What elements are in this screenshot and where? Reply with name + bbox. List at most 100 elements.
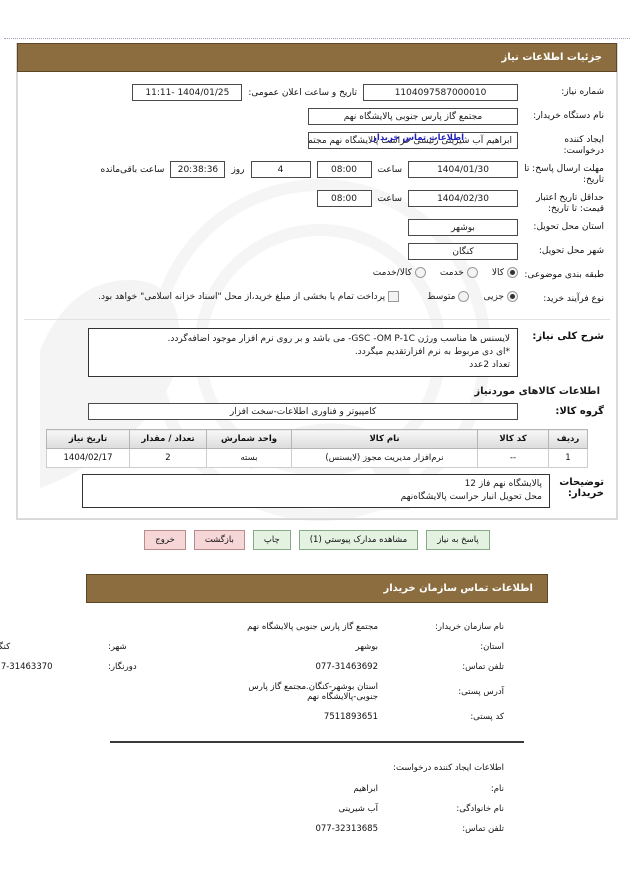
creator-phone-label: تلفن تماس: (462, 824, 504, 834)
deadline-hour: 08:00 (316, 161, 372, 178)
category-option-label: خدمت (439, 267, 464, 278)
row-description: شرح کلی نیاز: لایسنس ها مناسب ورژن GSC -… (24, 326, 610, 379)
contact-row-province-city: استان: بوشهر شهر: کنگان (0, 637, 634, 657)
notes-line-2: محل تحویل انبار حراست پالایشگاه‌نهم (400, 492, 542, 502)
need-number-value: 1104097587000010 (363, 84, 518, 101)
row-deadline: مهلت ارسال پاسخ: تا تاریخ: 1404/01/30 سا… (24, 159, 610, 188)
row-process-type: نوع فرآیند خرید: جزیی متوسط پرداخت تم (24, 289, 610, 313)
cell-goods-name: نرم‌افزار مدیریت مجوز (لایسنس) (291, 448, 478, 468)
goods-table: ردیف کد کالا نام کالا واحد شمارش تعداد /… (46, 429, 588, 468)
cell-need-date: 1404/02/17 (46, 448, 130, 468)
remaining-suffix: ساعت باقی‌مانده (100, 164, 165, 175)
radio-icon[interactable] (414, 267, 426, 278)
category-option-label: کالا (491, 267, 504, 278)
validity-date: 1404/02/30 (408, 190, 518, 207)
need-number-label: شماره نیاز: (561, 87, 604, 97)
buyer-org-label: نام دستگاه خریدار: (533, 111, 604, 121)
creator-row-last-name: نام خانوادگی: آب شیرینی (0, 799, 634, 819)
contact-phone-value: 077-31463692 (315, 662, 378, 672)
th-goods-code: کد کالا (477, 429, 549, 449)
respond-to-need-button[interactable]: پاسخ به نیاز (426, 530, 490, 550)
back-button[interactable]: بازگشت (193, 530, 245, 550)
print-button[interactable]: چاپ (252, 530, 291, 550)
row-category: طبقه بندی موضوعی: کالا خدمت کالا/خدمت (24, 265, 610, 289)
row-goods-group: گروه کالا: کامپیوتر و فناوری اطلاعات-سخت… (24, 401, 610, 425)
notes-line-1: پالایشگاه نهم فاز 12 (464, 479, 542, 489)
th-quantity: تعداد / مقدار (129, 429, 207, 449)
contact-row-org: نام سازمان خریدار: مجتمع گاز پارس جنوبی … (0, 617, 634, 637)
section-divider (24, 319, 610, 320)
contact-province-value: بوشهر (355, 642, 379, 652)
radio-icon[interactable] (458, 291, 470, 302)
remaining-days-unit: روز (231, 164, 245, 175)
validity-label: حداقل تاریخ اعتبار قیمت: تا تاریخ: (536, 193, 604, 214)
table-row: 1 -- نرم‌افزار مدیریت مجوز (لایسنس) بسته… (46, 448, 588, 468)
creator-row-first-name: نام: ابراهیم (0, 779, 634, 799)
category-option-kala[interactable]: کالا (492, 267, 518, 278)
category-option-khedmat[interactable]: خدمت (440, 267, 478, 278)
cell-quantity: 2 (129, 448, 207, 468)
process-option-motevaset[interactable]: متوسط (427, 291, 470, 302)
th-goods-name: نام کالا (291, 429, 478, 449)
announce-label: تاریخ و ساعت اعلان عمومی: (248, 87, 357, 98)
creator-label: ایجاد کننده درخواست: (563, 135, 604, 156)
category-label: طبقه بندی موضوعی: (524, 270, 604, 280)
validity-hour: 08:00 (316, 190, 372, 207)
view-attachments-button[interactable]: مشاهده مدارک پیوستي (1) (298, 530, 419, 550)
treasury-checkbox-label: پرداخت تمام یا بخشی از مبلغ خرید،از محل … (98, 291, 386, 302)
radio-icon[interactable] (507, 267, 518, 278)
need-details-panel: جزئیات اطلاعات نیاز شماره نیاز: 11040975… (16, 43, 618, 520)
contact-divider (110, 741, 524, 743)
contact-address-label: آدرس پستی: (458, 687, 504, 697)
th-unit: واحد شمارش (206, 429, 292, 449)
remaining-days: 4 (250, 161, 311, 178)
contact-org-value: مجتمع گاز پارس جنوبی پالایشگاه نهم (247, 622, 378, 632)
radio-icon[interactable] (466, 267, 478, 278)
creator-first-name-label: نام: (490, 784, 504, 794)
creator-last-name-value: آب شیرینی (338, 804, 378, 814)
province-value: بوشهر (408, 219, 518, 236)
goods-group-label: گروه کالا: (555, 406, 604, 417)
process-option-label: متوسط (427, 291, 456, 302)
contact-fax-label: دورنگار: (108, 662, 137, 672)
category-option-label: کالا/خدمت (372, 267, 412, 278)
province-label: استان محل تحویل: (533, 222, 604, 232)
buyer-org-value: مجتمع گاز پارس جنوبی پالایشگاه نهم (308, 108, 518, 125)
buyer-contact-link[interactable]: اطلاعات تماس خریدار (372, 133, 464, 143)
goods-group-value: کامپیوتر و فناوری اطلاعات-سخت افزار (88, 403, 518, 420)
row-need-number: شماره نیاز: 1104097587000010 تاریخ و ساع… (24, 82, 610, 106)
contact-section-title: اطلاعات تماس سازمان خریدار (86, 574, 548, 603)
city-label: شهر محل تحویل: (538, 246, 604, 256)
description-box: لایسنس ها مناسب ورژن GSC -OM P-1C- می با… (88, 328, 518, 377)
contact-fax-value: 077-31463370 (0, 662, 53, 672)
creator-phone-value: 077-32313685 (315, 824, 378, 834)
creator-first-name-value: ابراهیم (353, 784, 378, 794)
row-buyer-org: نام دستگاه خریدار: مجتمع گاز پارس جنوبی … (24, 106, 610, 130)
checkbox-icon[interactable] (388, 291, 400, 302)
contact-row-phone-fax: تلفن تماس: 077-31463692 دورنگار: 077-314… (0, 657, 634, 677)
radio-icon[interactable] (507, 291, 518, 302)
process-option-jozi[interactable]: جزیی (483, 291, 518, 302)
deadline-hour-label: ساعت (377, 164, 403, 175)
description-label: شرح کلی نیاز: (532, 331, 604, 342)
panel-body: شماره نیاز: 1104097587000010 تاریخ و ساع… (17, 72, 617, 519)
contact-postal-label: کد پستی: (470, 712, 504, 722)
process-option-label: جزیی (483, 291, 504, 302)
deadline-label: مهلت ارسال پاسخ: تا تاریخ: (524, 164, 604, 185)
treasury-checkbox-option[interactable]: پرداخت تمام یا بخشی از مبلغ خرید،از محل … (98, 291, 400, 302)
category-option-kala-khedmat[interactable]: کالا/خدمت (373, 267, 426, 278)
exit-button[interactable]: خروج (144, 530, 186, 550)
description-line-1: لایسنس ها مناسب ورژن GSC -OM P-1C- می با… (167, 334, 511, 344)
row-creator: ایجاد کننده درخواست: ابراهیم آب شیرینی ر… (24, 130, 610, 159)
notes-box: پالایشگاه نهم فاز 12 محل تحویل انبار حرا… (82, 474, 550, 508)
contact-city-label: شهر: (108, 642, 127, 652)
contact-address-value: استان بوشهر-کنگان.مجتمع گاز پارس جنوبی-پ… (248, 682, 378, 702)
contact-city-value: کنگان (0, 642, 11, 652)
goods-section-title: اطلاعات کالاهای موردنیاز (474, 386, 600, 397)
validity-hour-label: ساعت (377, 193, 403, 204)
creator-section-title: اطلاعات ایجاد کننده درخواست: (393, 763, 504, 773)
creator-last-name-label: نام خانوادگی: (456, 804, 504, 814)
process-label: نوع فرآیند خرید: (543, 294, 604, 304)
th-need-date: تاریخ نیاز (46, 429, 130, 449)
